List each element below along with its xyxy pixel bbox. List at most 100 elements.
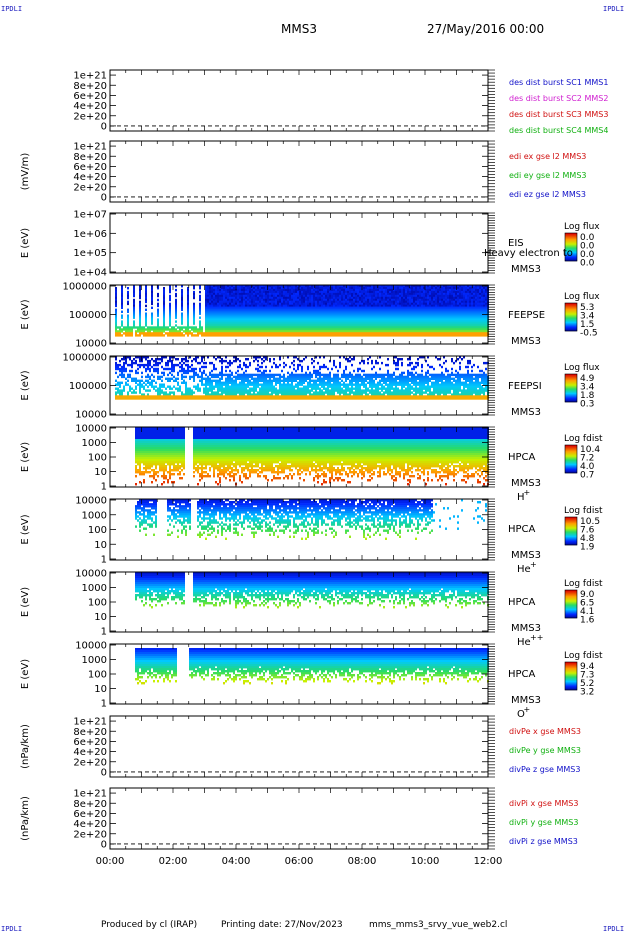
heatmap-cell [167, 334, 169, 337]
heatmap-cell [479, 322, 481, 325]
heatmap-cell [121, 334, 123, 337]
heatmap-cell [169, 371, 171, 375]
heatmap-cell [375, 324, 377, 327]
heatmap-cell [225, 308, 227, 311]
heatmap-cell [215, 332, 217, 335]
heatmap-cell [325, 312, 327, 315]
heatmap-cell [275, 296, 277, 300]
heatmap-cell [347, 292, 349, 296]
heatmap-cell [213, 320, 215, 323]
heatmap-cell [223, 288, 225, 292]
heatmap-cell [187, 334, 189, 337]
heatmap-cell [253, 294, 255, 298]
heatmap-cell [149, 369, 151, 373]
heatmap-cell [407, 288, 409, 292]
heatmap-cell [263, 290, 265, 294]
heatmap-cell [479, 306, 481, 309]
heatmap-cell [327, 312, 329, 315]
heatmap-cell [317, 304, 319, 308]
heatmap-cell [361, 326, 363, 329]
heatmap-cell [177, 389, 179, 392]
heatmap-cell [175, 300, 177, 304]
heatmap-cell [281, 310, 283, 313]
heatmap-cell [483, 292, 485, 296]
heatmap-cell [219, 288, 221, 292]
heatmap-cell [343, 296, 345, 300]
heatmap-cell [323, 290, 325, 294]
heatmap-cell [417, 292, 419, 296]
heatmap-cell [355, 326, 357, 329]
heatmap-cell [355, 330, 357, 333]
heatmap-cell [485, 322, 487, 325]
heatmap-cell [255, 332, 257, 335]
heatmap-cell [285, 302, 287, 306]
heatmap-cell [379, 318, 381, 321]
heatmap-cell [295, 294, 297, 298]
heatmap-cell [437, 326, 439, 329]
heatmap-cell [411, 285, 413, 288]
heatmap-cell [337, 312, 339, 315]
heatmap-cell [303, 310, 305, 313]
heatmap-cell [157, 287, 159, 290]
heatmap-cell [347, 288, 349, 292]
heatmap-cell [465, 292, 467, 296]
heatmap-cell [163, 393, 165, 396]
heatmap-cell [399, 294, 401, 298]
heatmap-cell [323, 302, 325, 306]
heatmap-cell [355, 298, 357, 302]
heatmap-cell [157, 391, 159, 394]
heatmap-cell [387, 304, 389, 308]
heatmap-cell [365, 300, 367, 304]
heatmap-cell [357, 294, 359, 298]
heatmap-cell [203, 334, 205, 337]
heatmap-cell [275, 320, 277, 323]
heatmap-cell [429, 326, 431, 329]
heatmap-cell [311, 332, 313, 335]
heatmap-cell [179, 397, 181, 400]
heatmap-cell [293, 312, 295, 315]
heatmap-cell [289, 287, 291, 290]
heatmap-cell [413, 302, 415, 306]
heatmap-cell [297, 314, 299, 317]
heatmap-cell [205, 298, 207, 302]
heatmap-cell [231, 287, 233, 290]
heatmap-cell [365, 306, 367, 309]
heatmap-cell [301, 294, 303, 298]
heatmap-cell [217, 320, 219, 323]
heatmap-cell [153, 385, 155, 388]
heatmap-cell [257, 314, 259, 317]
colorbar-stripe [565, 237, 577, 239]
heatmap-cell [171, 397, 173, 400]
heatmap-cell [383, 324, 385, 327]
heatmap-cell [411, 328, 413, 331]
heatmap-cell [313, 294, 315, 298]
heatmap-cell [135, 326, 137, 329]
heatmap-cell [277, 294, 279, 298]
heatmap-cell [259, 287, 261, 290]
heatmap-cell [485, 314, 487, 317]
heatmap-cell [213, 302, 215, 306]
heatmap-cell [293, 294, 295, 298]
heatmap-cell [127, 300, 129, 304]
heatmap-cell [161, 395, 163, 398]
heatmap-cell [425, 288, 427, 292]
heatmap-cell [139, 292, 141, 296]
heatmap-cell [139, 383, 141, 386]
heatmap-cell [455, 314, 457, 317]
heatmap-cell [233, 314, 235, 317]
heatmap-cell [373, 320, 375, 323]
heatmap-cell [431, 334, 433, 337]
heatmap-cell [115, 316, 117, 319]
heatmap-cell [241, 308, 243, 311]
heatmap-cell [263, 328, 265, 331]
heatmap-cell [479, 334, 481, 337]
heatmap-cell [153, 369, 155, 373]
heatmap-cell [117, 387, 119, 390]
heatmap-cell [307, 306, 309, 309]
heatmap-cell [137, 397, 139, 400]
heatmap-cell [251, 292, 253, 296]
heatmap-cell [217, 316, 219, 319]
heatmap-cell [367, 308, 369, 311]
heatmap-cell [257, 320, 259, 323]
